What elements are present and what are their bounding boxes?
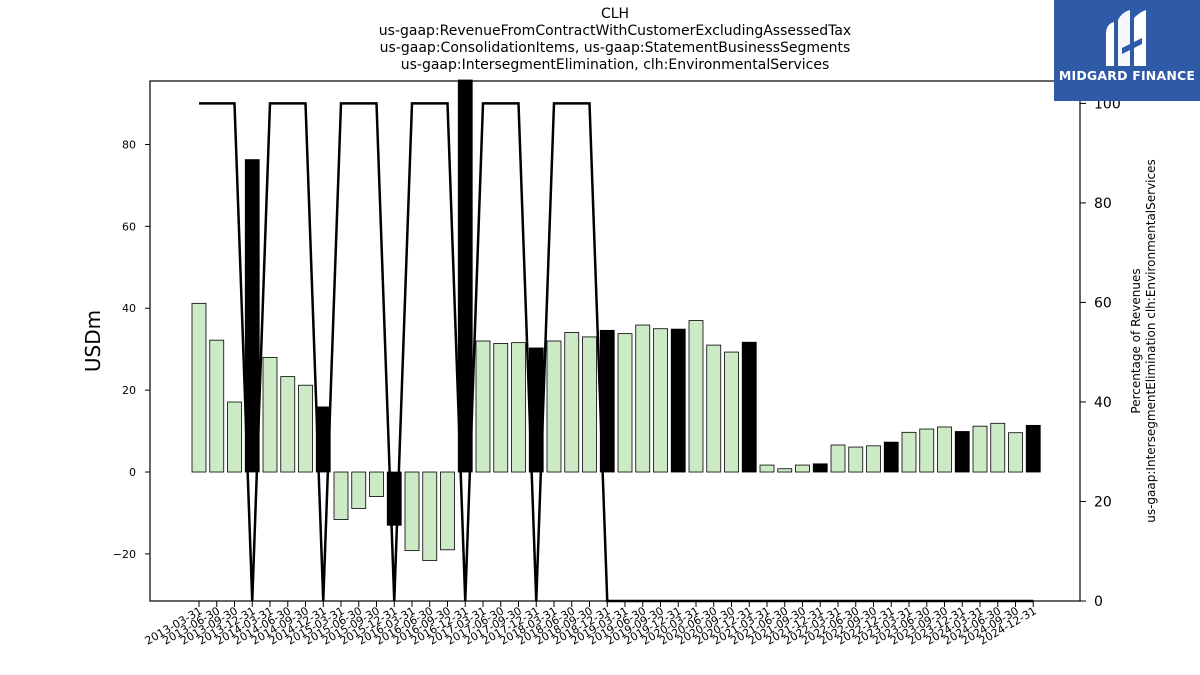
bar — [351, 471, 367, 509]
bar — [795, 464, 810, 473]
bar — [741, 341, 757, 473]
bar — [546, 340, 562, 473]
bar — [493, 343, 509, 473]
midgard-logo-icon — [1106, 10, 1146, 66]
y-tick-label: −20 — [113, 548, 136, 561]
bar — [866, 445, 881, 473]
y2-tick-label: 0 — [1094, 594, 1103, 610]
bar — [883, 441, 899, 473]
chart-title-line-3: us-gaap:ConsolidationItems, us-gaap:Stat… — [379, 40, 851, 56]
series-line — [199, 102, 1034, 603]
bar — [937, 426, 952, 473]
x-axis: 2013-03-312013-06-302013-09-302013-12-31… — [143, 601, 1039, 648]
bar — [582, 336, 597, 473]
y-tick-label: 80 — [122, 138, 136, 151]
bar — [244, 159, 260, 473]
bar — [475, 340, 491, 473]
bar — [298, 384, 313, 473]
bar — [919, 428, 935, 473]
chart-title-line-4: us-gaap:IntersegmentElimination, clh:Env… — [400, 57, 830, 73]
y2-axis-label-line1: Percentage of Revenues — [1129, 268, 1143, 413]
bar — [209, 339, 225, 473]
bar — [1025, 424, 1041, 473]
bar — [635, 324, 651, 473]
y-tick-label: 20 — [122, 384, 136, 397]
chart-title-line-2: us-gaap:RevenueFromContractWithCustomerE… — [378, 23, 852, 39]
bar — [280, 376, 296, 473]
y-tick-label: 0 — [129, 466, 136, 479]
plot-frame — [149, 80, 1081, 602]
midgard-finance-logo: MIDGARD FINANCE — [1054, 0, 1200, 101]
y-axis-left: −20 0 20 40 60 80 — [113, 138, 150, 561]
bar — [901, 431, 917, 473]
y-tick-label: 60 — [122, 220, 136, 233]
bar — [777, 468, 793, 473]
bar — [724, 351, 739, 473]
percentage-line-series — [199, 102, 1034, 603]
bar — [404, 471, 420, 552]
bar — [972, 425, 988, 473]
bar — [333, 471, 349, 520]
bar — [227, 401, 242, 473]
bar — [830, 444, 846, 473]
bar — [670, 328, 686, 473]
bar — [457, 79, 473, 473]
y2-tick-label: 20 — [1094, 494, 1112, 510]
bar — [617, 333, 633, 473]
y2-axis-label-line2: us-gaap:IntersegmentElimination clh:Envi… — [1144, 159, 1158, 523]
bar — [1008, 432, 1023, 473]
bar — [191, 302, 207, 473]
bar — [706, 344, 722, 473]
bar — [262, 356, 278, 473]
chart-title-line-1: CLH — [600, 6, 630, 22]
bar — [422, 471, 438, 561]
chart-title: CLH us-gaap:RevenueFromContractWithCusto… — [150, 6, 1080, 74]
y2-tick-label: 80 — [1094, 196, 1112, 212]
bar — [848, 446, 864, 473]
bar — [440, 471, 455, 551]
bar — [759, 464, 775, 473]
bar — [653, 328, 668, 473]
y2-tick-label: 60 — [1094, 295, 1112, 311]
y-tick-label: 40 — [122, 302, 136, 315]
bar — [812, 463, 828, 473]
bar — [688, 320, 704, 473]
bar — [990, 422, 1006, 473]
bar — [954, 431, 970, 473]
y-axis-label: USDm — [81, 310, 105, 372]
logo-text: MIDGARD FINANCE — [1058, 68, 1196, 83]
y2-tick-label: 40 — [1094, 395, 1112, 411]
bar — [564, 331, 580, 473]
bar-series — [191, 79, 1041, 561]
bar — [369, 471, 384, 497]
bar — [511, 342, 526, 473]
